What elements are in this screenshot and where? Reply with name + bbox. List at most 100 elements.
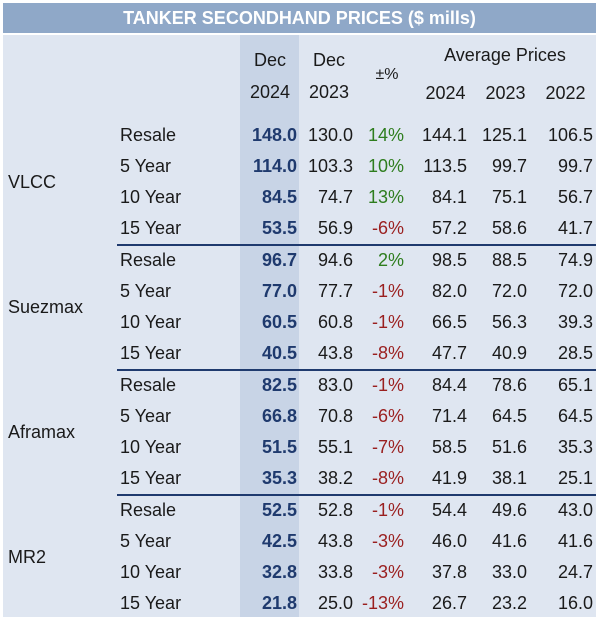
header-avg-2022: 2022 xyxy=(545,83,586,103)
avg-2024-value: 26.7 xyxy=(431,593,467,613)
avg-2024-value: 98.5 xyxy=(431,250,467,270)
dec-2023-value: 103.3 xyxy=(307,156,353,176)
table-row: 5 Year 66.8 70.8 -6% 71.4 64.5 64.5 xyxy=(0,401,600,432)
header-dec-2023: Dec 2023 xyxy=(299,48,359,104)
dec-2023-value: 38.2 xyxy=(317,468,353,488)
row-label: Resale xyxy=(120,250,177,270)
row-label: Resale xyxy=(120,500,177,520)
row-label: 5 Year xyxy=(120,531,172,551)
header-dec-2024-month: Dec xyxy=(253,50,286,70)
table-row: 15 Year 40.5 43.8 -8% 47.7 40.9 28.5 xyxy=(0,338,600,369)
avg-2022-value: 106.5 xyxy=(547,125,593,145)
table-row: Resale 52.5 52.8 -1% 54.4 49.6 43.0 xyxy=(0,495,600,526)
group-separator xyxy=(117,494,596,496)
change-value: -8% xyxy=(371,468,404,488)
dec-2024-value: 51.5 xyxy=(261,437,297,457)
avg-2024-value: 46.0 xyxy=(431,531,467,551)
change-value: -6% xyxy=(371,406,404,426)
avg-2022-value: 72.0 xyxy=(557,281,593,301)
avg-2023-value: 49.6 xyxy=(491,500,527,520)
avg-2024-value: 82.0 xyxy=(431,281,467,301)
header-avg-2023: 2023 xyxy=(485,83,526,103)
avg-2023-value: 56.3 xyxy=(491,312,527,332)
vessel-class-label: MR2 xyxy=(8,547,47,567)
dec-2023-value: 94.6 xyxy=(317,250,353,270)
row-label: 10 Year xyxy=(120,562,182,582)
change-value: -6% xyxy=(371,218,404,238)
header-dec-2023-month: Dec xyxy=(312,50,345,70)
dec-2023-value: 74.7 xyxy=(317,187,353,207)
dec-2023-value: 52.8 xyxy=(317,500,353,520)
avg-2024-value: 84.1 xyxy=(431,187,467,207)
table-row: 15 Year 21.8 25.0 -13% 26.7 23.2 16.0 xyxy=(0,588,600,619)
header-dec-2023-year: 2023 xyxy=(308,82,350,102)
header-dec-2024-year: 2024 xyxy=(249,82,291,102)
avg-2023-value: 40.9 xyxy=(491,343,527,363)
table-row: Resale 148.0 130.0 14% 144.1 125.1 106.5 xyxy=(0,120,600,151)
row-label: 15 Year xyxy=(120,343,182,363)
change-value: -1% xyxy=(371,312,404,332)
change-value: -1% xyxy=(371,375,404,395)
avg-2024-value: 37.8 xyxy=(431,562,467,582)
table-row: 15 Year 53.5 56.9 -6% 57.2 58.6 41.7 xyxy=(0,213,600,244)
dec-2023-value: 33.8 xyxy=(317,562,353,582)
vessel-class-label: VLCC xyxy=(8,172,57,192)
avg-2022-value: 99.7 xyxy=(557,156,593,176)
change-value: 14% xyxy=(367,125,404,145)
header-change: ±% xyxy=(375,66,399,83)
avg-2023-value: 64.5 xyxy=(491,406,527,426)
avg-2023-value: 33.0 xyxy=(491,562,527,582)
dec-2024-value: 60.5 xyxy=(261,312,297,332)
avg-2023-value: 72.0 xyxy=(491,281,527,301)
row-label: 5 Year xyxy=(120,156,172,176)
group-separator xyxy=(117,244,596,246)
table-row: 5 Year 42.5 43.8 -3% 46.0 41.6 41.6 xyxy=(0,526,600,557)
avg-2022-value: 43.0 xyxy=(557,500,593,520)
avg-2023-value: 99.7 xyxy=(491,156,527,176)
avg-2022-value: 74.9 xyxy=(557,250,593,270)
avg-2024-value: 144.1 xyxy=(421,125,467,145)
row-label: 15 Year xyxy=(120,468,182,488)
row-label: 5 Year xyxy=(120,406,172,426)
row-label: Resale xyxy=(120,125,177,145)
dec-2023-value: 25.0 xyxy=(317,593,353,613)
avg-2022-value: 25.1 xyxy=(557,468,593,488)
table-row: Resale 82.5 83.0 -1% 84.4 78.6 65.1 xyxy=(0,370,600,401)
dec-2023-value: 43.8 xyxy=(317,343,353,363)
table-background xyxy=(3,35,596,617)
dec-2024-value: 42.5 xyxy=(261,531,297,551)
avg-2023-value: 51.6 xyxy=(491,437,527,457)
table-row: 5 Year 77.0 77.7 -1% 82.0 72.0 72.0 xyxy=(0,276,600,307)
row-label: 10 Year xyxy=(120,437,182,457)
row-label: Resale xyxy=(120,375,177,395)
avg-2022-value: 56.7 xyxy=(557,187,593,207)
header-average-prices: Average Prices xyxy=(444,45,566,65)
avg-2022-value: 64.5 xyxy=(557,406,593,426)
header-avg-2024: 2024 xyxy=(425,83,466,103)
avg-2022-value: 41.6 xyxy=(557,531,593,551)
avg-2024-value: 57.2 xyxy=(431,218,467,238)
dec-2024-value: 66.8 xyxy=(261,406,297,426)
row-label: 5 Year xyxy=(120,281,172,301)
dec-2024-value: 84.5 xyxy=(261,187,297,207)
change-value: -3% xyxy=(371,562,404,582)
avg-2024-value: 41.9 xyxy=(431,468,467,488)
table-row: Resale 96.7 94.6 2% 98.5 88.5 74.9 xyxy=(0,245,600,276)
change-value: -7% xyxy=(371,437,404,457)
table-row: 10 Year 32.8 33.8 -3% 37.8 33.0 24.7 xyxy=(0,557,600,588)
change-value: -1% xyxy=(371,500,404,520)
avg-2023-value: 41.6 xyxy=(491,531,527,551)
row-label: 10 Year xyxy=(120,187,182,207)
avg-2022-value: 65.1 xyxy=(557,375,593,395)
table-row: 5 Year 114.0 103.3 10% 113.5 99.7 99.7 xyxy=(0,151,600,182)
dec-2024-value: 82.5 xyxy=(261,375,297,395)
avg-2022-value: 35.3 xyxy=(557,437,593,457)
dec-2024-value: 35.3 xyxy=(261,468,297,488)
dec-2024-column-highlight xyxy=(240,35,299,617)
table-row: 10 Year 84.5 74.7 13% 84.1 75.1 56.7 xyxy=(0,182,600,213)
avg-2023-value: 38.1 xyxy=(491,468,527,488)
vessel-class-label: Suezmax xyxy=(8,297,84,317)
avg-2024-value: 66.5 xyxy=(431,312,467,332)
change-value: 10% xyxy=(367,156,404,176)
